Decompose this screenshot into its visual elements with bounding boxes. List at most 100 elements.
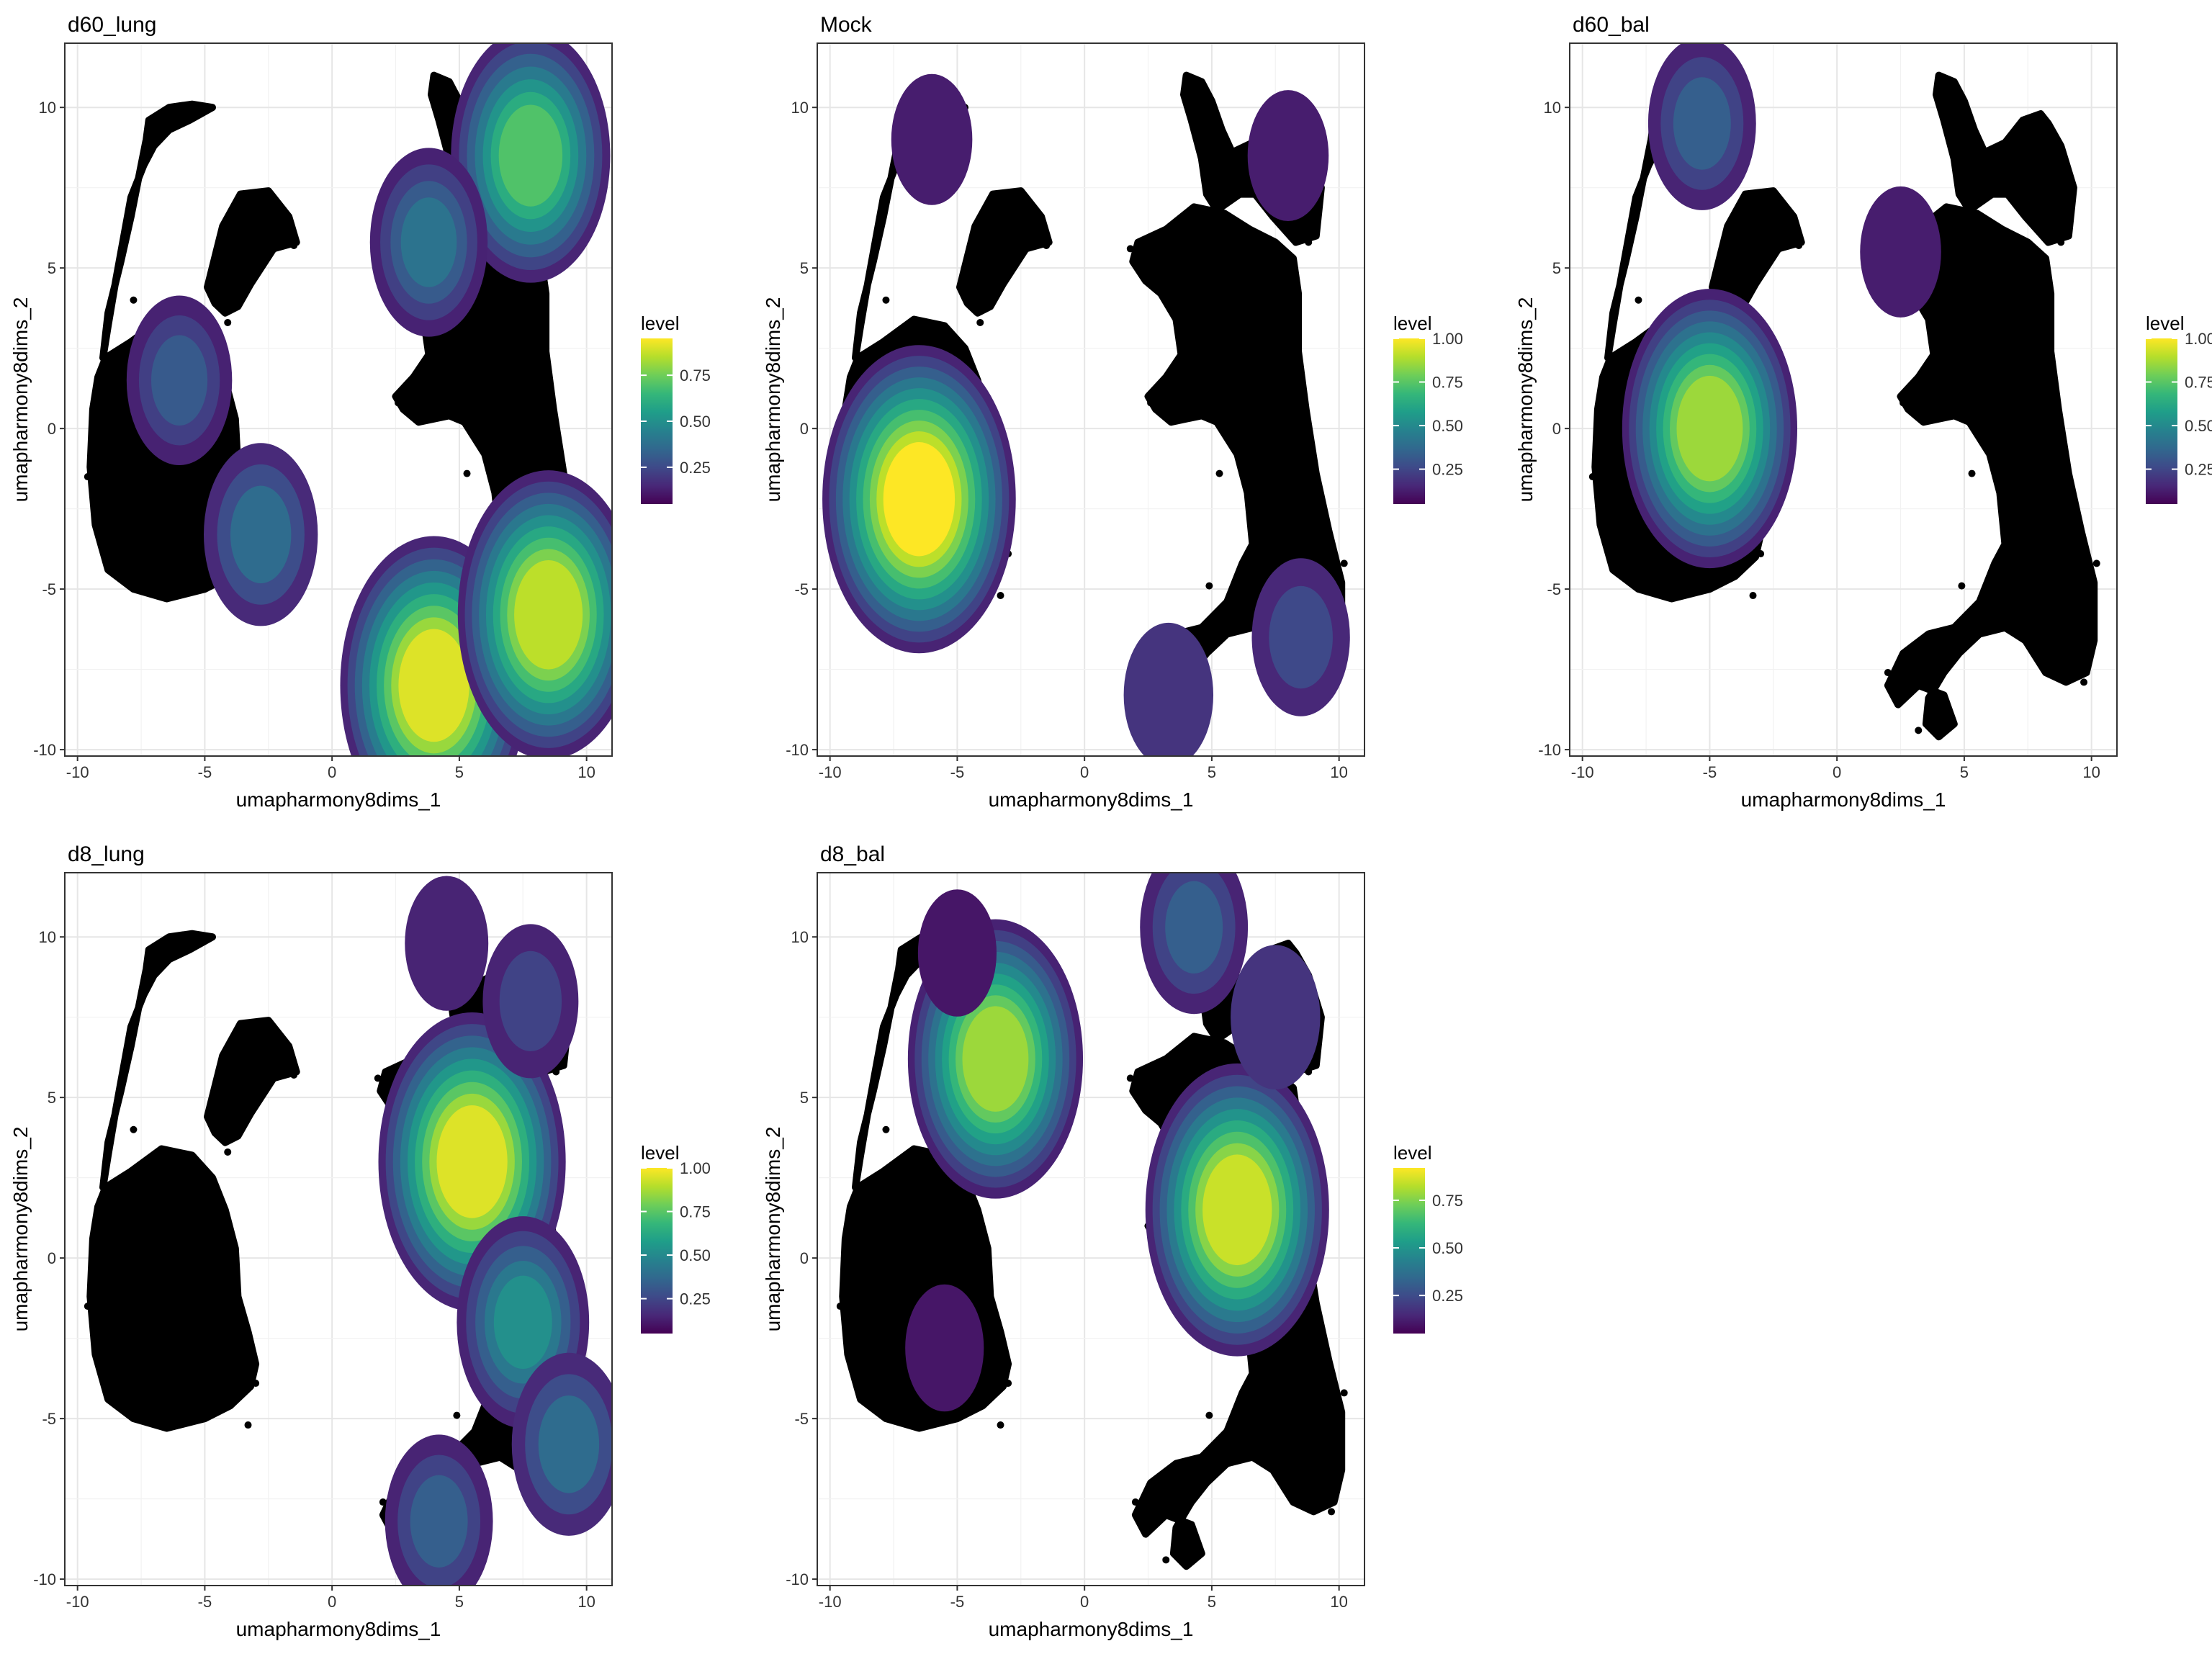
density-band (499, 950, 562, 1051)
panel-title: d60_lung (68, 13, 156, 37)
x-tick-label: -10 (819, 1593, 842, 1611)
legend-title: level (2146, 313, 2184, 334)
umap-plot-mock: -10 -5 0 5 10 -10 -5 0 5 10 Mock umapharmony8dims_1… (762, 13, 1463, 811)
panel-border (817, 42, 1365, 757)
axes: -10 -5 0 5 10 -10 -5 0 5 10 (1538, 99, 2100, 781)
panel-title: d8_lung (68, 842, 145, 866)
cell-point (1147, 399, 1155, 407)
legend-colorbar (2146, 338, 2177, 504)
cell-cluster (1933, 71, 2077, 246)
cell-point (2092, 559, 2100, 567)
panel-mock: -10 -5 0 5 10 -10 -5 0 5 10 Mock umapharmony8dims_1… (752, 0, 1501, 830)
density-peak (1231, 945, 1321, 1090)
density-peak (1140, 873, 1249, 1015)
y-tick-label: -5 (42, 580, 56, 598)
cell-point (1915, 727, 1923, 734)
y-tick-label: 5 (800, 1089, 809, 1107)
cell-point (976, 318, 984, 326)
cell-point (2080, 678, 2088, 686)
legend-tick-label: 0.75 (680, 367, 711, 385)
cell-point (1899, 399, 1907, 407)
cell-point (1757, 550, 1765, 558)
density-contours (126, 43, 612, 756)
cell-point (1004, 1380, 1012, 1388)
density-peak (482, 924, 579, 1079)
cell-point (963, 1222, 971, 1230)
y-tick-label: -10 (1538, 741, 1561, 759)
density-contours (1622, 43, 1941, 569)
y-tick-label: 10 (1544, 99, 1561, 117)
x-tick-label: -10 (66, 763, 89, 781)
density-peak (1622, 289, 1798, 569)
y-tick-label: -5 (1547, 580, 1561, 598)
x-tick-label: -10 (66, 1593, 89, 1611)
cell-point (374, 1074, 382, 1082)
density-peak (1860, 186, 1941, 318)
x-tick-label: -5 (950, 1593, 965, 1611)
y-axis-label: umapharmony8dims_2 (762, 1127, 784, 1332)
panel-d60-lung: -10 -5 0 5 10 -10 -5 0 5 10 d60_lung umapharmony8di… (0, 0, 749, 830)
y-tick-label: 5 (48, 1089, 56, 1107)
x-tick-label: 5 (1208, 1593, 1216, 1611)
x-axis-label: umapharmony8dims_1 (989, 788, 1194, 811)
cell-point (2001, 527, 2009, 535)
cell-point (176, 946, 184, 954)
cell-point (882, 1125, 890, 1133)
x-tick-label: -5 (950, 763, 965, 781)
cell-point (1795, 241, 1803, 249)
density-band (514, 559, 583, 670)
y-axis-label: umapharmony8dims_2 (9, 1127, 32, 1332)
density-band (1202, 1154, 1272, 1266)
density-peak (905, 1284, 984, 1412)
legend-tick-label: 0.25 (1432, 1287, 1463, 1305)
legend: level 0.25 0.50 0.75 1.00 (1393, 313, 1463, 504)
legend-title: level (641, 313, 679, 334)
legend-colorbar (1393, 338, 1425, 504)
panel-border (64, 42, 613, 757)
x-tick-label: 10 (577, 763, 595, 781)
density-band (400, 197, 457, 287)
x-tick-label: 10 (577, 1593, 595, 1611)
y-tick-label: -5 (794, 1410, 809, 1428)
density-peak (891, 73, 973, 205)
cell-point (1162, 1556, 1170, 1564)
panel-title: d8_bal (820, 842, 885, 866)
x-tick-label: 0 (328, 1593, 336, 1611)
cell-point (224, 1148, 232, 1156)
legend-tick-label: 0.25 (680, 1290, 711, 1308)
cell-point (1249, 1357, 1256, 1364)
density-band (1231, 945, 1321, 1090)
umap-plot-d60-lung: -10 -5 0 5 10 -10 -5 0 5 10 d60_lung umapharmony8di… (9, 13, 711, 811)
cell-point (1968, 469, 1976, 477)
panel-title: Mock (820, 13, 873, 37)
legend: level 0.25 0.50 0.75 (1393, 1142, 1463, 1334)
cell-point (1126, 1074, 1134, 1082)
y-tick-label: 10 (39, 928, 56, 946)
cell-point (1958, 582, 1966, 590)
y-tick-label: -10 (33, 1570, 56, 1588)
y-tick-label: 10 (39, 99, 56, 117)
cell-point (882, 296, 890, 304)
panel-d60-bal: -10 -5 0 5 10 -10 -5 0 5 10 d60_bal umapharmony8dim… (1505, 0, 2212, 830)
cell-point (395, 399, 403, 407)
cell-point (224, 318, 232, 326)
cell-point (1205, 1411, 1213, 1419)
y-tick-label: 10 (791, 928, 809, 946)
y-tick-label: -10 (786, 1570, 809, 1588)
x-tick-label: 0 (1080, 763, 1089, 781)
density-band (1860, 186, 1941, 318)
cell-point (420, 412, 428, 420)
cell-point (1305, 238, 1313, 246)
y-tick-label: -10 (33, 741, 56, 759)
cell-point (84, 1303, 91, 1310)
panel-border (1569, 42, 2118, 757)
x-tick-label: -10 (1571, 763, 1594, 781)
cell-point (130, 296, 138, 304)
legend-tick-label: 0.50 (1432, 1239, 1463, 1257)
cell-point (379, 1498, 387, 1506)
cell-point (1043, 241, 1051, 249)
density-peak (1251, 558, 1350, 716)
umap-plot-d8-lung: -10 -5 0 5 10 -10 -5 0 5 10 d8_lung umapharmony8dim… (9, 842, 711, 1640)
density-peak (917, 889, 997, 1017)
axes: -10 -5 0 5 10 -10 -5 0 5 10 (786, 99, 1348, 781)
